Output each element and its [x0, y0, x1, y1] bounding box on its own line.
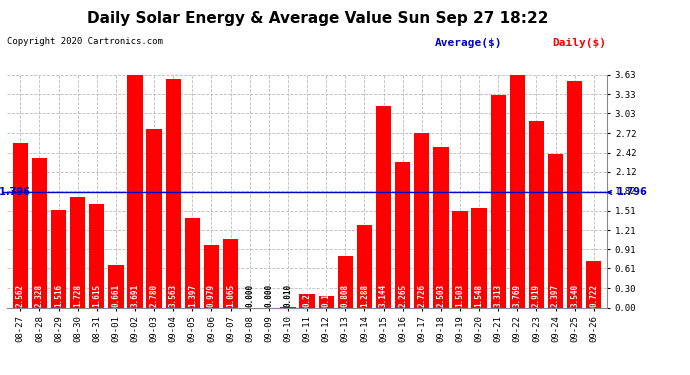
Text: 1.796: 1.796 [608, 188, 647, 198]
Bar [395, 162, 411, 308]
Text: 1.548: 1.548 [475, 284, 484, 307]
Text: 0.000: 0.000 [264, 284, 273, 307]
Text: 1.615: 1.615 [92, 284, 101, 307]
Bar [146, 129, 161, 308]
Text: 1.728: 1.728 [73, 284, 82, 307]
Text: Average($): Average($) [435, 38, 502, 48]
Text: 1.796: 1.796 [0, 188, 16, 198]
Text: 2.265: 2.265 [398, 284, 407, 307]
Text: 0.010: 0.010 [284, 284, 293, 307]
Text: 0.177: 0.177 [322, 284, 331, 307]
Bar [223, 239, 238, 308]
Bar [204, 245, 219, 308]
Text: 1.397: 1.397 [188, 284, 197, 307]
Text: Daily($): Daily($) [552, 38, 606, 48]
Text: 3.540: 3.540 [570, 284, 579, 307]
Text: 3.563: 3.563 [169, 284, 178, 307]
Bar [433, 147, 448, 308]
Bar [586, 261, 602, 308]
Text: 3.313: 3.313 [494, 284, 503, 307]
Bar [299, 294, 315, 308]
Text: 0.808: 0.808 [341, 284, 350, 307]
Bar [529, 120, 544, 308]
Text: 0.722: 0.722 [589, 284, 598, 307]
Bar [70, 197, 86, 308]
Text: 3.144: 3.144 [379, 284, 388, 307]
Text: 2.503: 2.503 [436, 284, 445, 307]
Text: 1.516: 1.516 [54, 284, 63, 307]
Text: Daily Solar Energy & Average Value Sun Sep 27 18:22: Daily Solar Energy & Average Value Sun S… [87, 11, 548, 26]
Bar [376, 106, 391, 307]
Text: 2.328: 2.328 [35, 284, 44, 307]
Bar [89, 204, 104, 308]
Text: 1.288: 1.288 [360, 284, 369, 307]
Text: 3.691: 3.691 [130, 284, 139, 307]
Bar [414, 133, 429, 308]
Text: 0.661: 0.661 [111, 284, 120, 307]
Bar [548, 154, 563, 308]
Bar [128, 71, 143, 308]
Bar [32, 158, 47, 308]
Bar [108, 265, 124, 308]
Text: 2.780: 2.780 [150, 284, 159, 307]
Text: 2.919: 2.919 [532, 284, 541, 307]
Text: 3.769: 3.769 [513, 284, 522, 307]
Bar [280, 307, 295, 308]
Bar [357, 225, 372, 308]
Text: →1.796: →1.796 [0, 188, 30, 198]
Bar [471, 209, 486, 308]
Text: Copyright 2020 Cartronics.com: Copyright 2020 Cartronics.com [7, 38, 163, 46]
Bar [12, 143, 28, 308]
Text: 2.397: 2.397 [551, 284, 560, 307]
Bar [185, 218, 200, 308]
Bar [51, 210, 66, 308]
Text: 0.216: 0.216 [302, 284, 312, 307]
Text: 0.000: 0.000 [245, 284, 254, 307]
Bar [567, 81, 582, 308]
Bar [453, 211, 468, 308]
Bar [337, 256, 353, 308]
Text: 2.726: 2.726 [417, 284, 426, 307]
Text: 0.979: 0.979 [207, 284, 216, 307]
Text: 1.065: 1.065 [226, 284, 235, 307]
Text: 2.562: 2.562 [16, 284, 25, 307]
Bar [510, 66, 525, 308]
Bar [491, 95, 506, 308]
Bar [319, 296, 334, 307]
Bar [166, 79, 181, 308]
Text: 1.503: 1.503 [455, 284, 464, 307]
